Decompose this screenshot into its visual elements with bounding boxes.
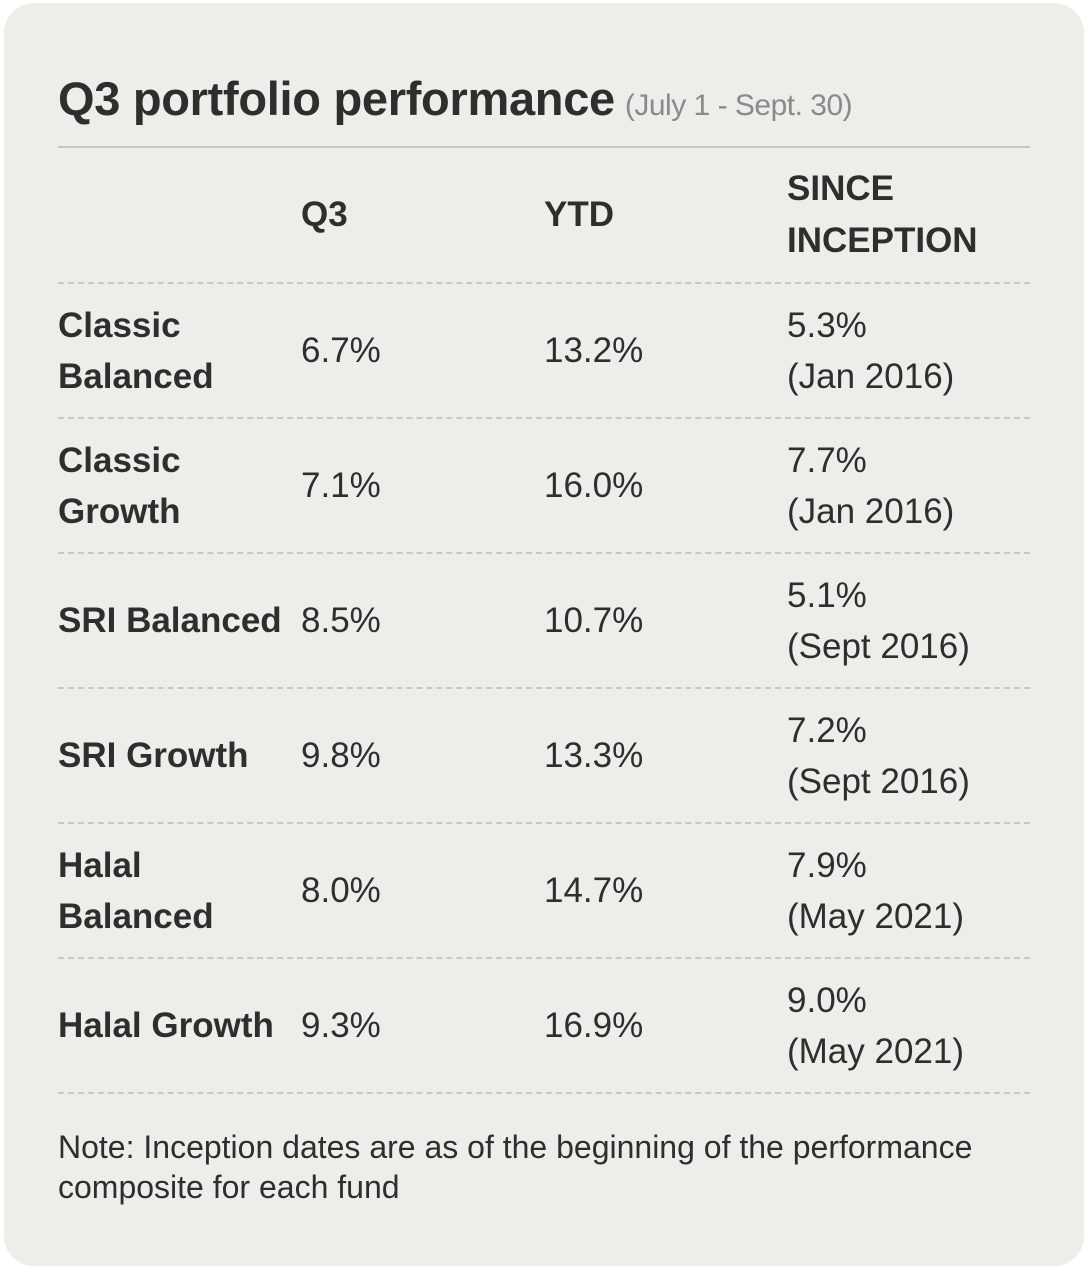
table-row: SRI Growth 9.8% 13.3% 7.2% (Sept 2016) (58, 689, 1030, 824)
table-row: Classic Growth 7.1% 16.0% 7.7% (Jan 2016) (58, 419, 1030, 554)
since-inception-cell: 7.2% (Sept 2016) (787, 689, 1030, 822)
header-q3: Q3 (301, 148, 531, 282)
since-inception-cell: 7.9% (May 2021) (787, 824, 1030, 957)
performance-card: Q3 portfolio performance (July 1 - Sept. … (4, 3, 1084, 1266)
since-inception-value: 7.2% (787, 705, 970, 756)
header-fund (58, 148, 288, 282)
table-row: Halal Growth 9.3% 16.9% 9.0% (May 2021) (58, 959, 1030, 1094)
since-inception-value: 5.1% (787, 570, 970, 621)
chart-title: Q3 portfolio performance (58, 72, 615, 125)
since-inception-value: 7.9% (787, 840, 964, 891)
since-inception-value: 5.3% (787, 300, 954, 351)
q3-value-cell: 8.5% (301, 554, 531, 687)
fund-name-cell: Classic Growth (58, 419, 288, 552)
q3-value-cell: 7.1% (301, 419, 531, 552)
fund-name-cell: Halal Growth (58, 959, 288, 1092)
since-inception-value: 9.0% (787, 975, 964, 1026)
since-inception-stack: 5.1% (Sept 2016) (787, 570, 970, 672)
since-inception-cell: 5.1% (Sept 2016) (787, 554, 1030, 687)
q3-value-cell: 9.3% (301, 959, 531, 1092)
since-inception-stack: 7.7% (Jan 2016) (787, 435, 954, 537)
performance-table: Q3 YTD SINCE INCEPTION Classic Balanced 6… (58, 148, 1030, 1094)
since-inception-value: 7.7% (787, 435, 954, 486)
q3-value-cell: 8.0% (301, 824, 531, 957)
table-row: SRI Balanced 8.5% 10.7% 5.1% (Sept 2016) (58, 554, 1030, 689)
table-header-row: Q3 YTD SINCE INCEPTION (58, 148, 1030, 284)
inception-date: (Sept 2016) (787, 621, 970, 672)
since-inception-stack: 7.2% (Sept 2016) (787, 705, 970, 807)
q3-value-cell: 6.7% (301, 284, 531, 417)
inception-date: (Sept 2016) (787, 756, 970, 807)
inception-date: (Jan 2016) (787, 486, 954, 537)
fund-name-cell: Halal Balanced (58, 824, 288, 957)
ytd-value-cell: 10.7% (544, 554, 774, 687)
since-inception-stack: 7.9% (May 2021) (787, 840, 964, 942)
inception-date: (Jan 2016) (787, 351, 954, 402)
ytd-value-cell: 13.2% (544, 284, 774, 417)
ytd-value-cell: 16.0% (544, 419, 774, 552)
since-inception-stack: 9.0% (May 2021) (787, 975, 964, 1077)
fund-name-cell: Classic Balanced (58, 284, 288, 417)
q3-value-cell: 9.8% (301, 689, 531, 822)
table-row: Classic Balanced 6.7% 13.2% 5.3% (Jan 2016) (58, 284, 1030, 419)
footnote: Note: Inception dates are as of the begi… (58, 1127, 1018, 1207)
fund-name-cell: SRI Growth (58, 689, 288, 822)
ytd-value-cell: 13.3% (544, 689, 774, 822)
ytd-value-cell: 14.7% (544, 824, 774, 957)
inception-date: (May 2021) (787, 1026, 964, 1077)
title-row: Q3 portfolio performance (July 1 - Sept. … (58, 71, 852, 126)
table-body: Classic Balanced 6.7% 13.2% 5.3% (Jan 2016) C… (58, 284, 1030, 1094)
fund-name-cell: SRI Balanced (58, 554, 288, 687)
since-inception-stack: 5.3% (Jan 2016) (787, 300, 954, 402)
table-row: Halal Balanced 8.0% 14.7% 7.9% (May 2021) (58, 824, 1030, 959)
since-inception-cell: 9.0% (May 2021) (787, 959, 1030, 1092)
since-inception-cell: 5.3% (Jan 2016) (787, 284, 1030, 417)
ytd-value-cell: 16.9% (544, 959, 774, 1092)
header-since-inception: SINCE INCEPTION (787, 148, 1030, 282)
since-inception-cell: 7.7% (Jan 2016) (787, 419, 1030, 552)
inception-date: (May 2021) (787, 891, 964, 942)
header-ytd: YTD (544, 148, 774, 282)
chart-subtitle: (July 1 - Sept. 30) (625, 89, 852, 122)
